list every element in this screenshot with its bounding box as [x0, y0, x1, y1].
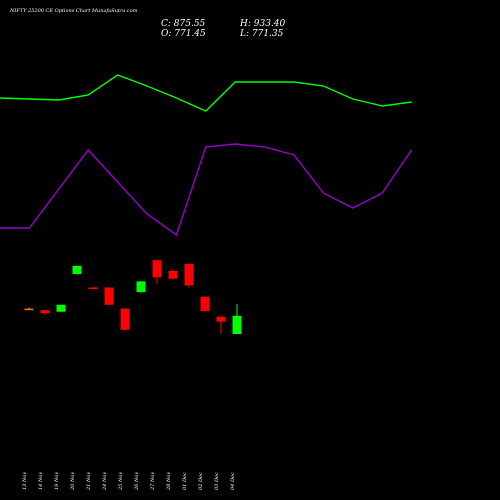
overlay-line-1 — [0, 143, 413, 237]
candle-body — [120, 308, 130, 330]
high-value: H: 933.40 — [240, 19, 286, 29]
candle-body — [40, 310, 50, 314]
x-tick-label: 27 Nov — [150, 472, 156, 491]
low-value: L: 771.35 — [240, 29, 284, 39]
overlay-line-0 — [0, 74, 412, 112]
x-tick-label: 01 Dec — [182, 472, 188, 490]
chart-title: NIFTY 25200 CE Options Chart MunafaSutra… — [10, 8, 138, 14]
x-tick-label: 13 Nov — [22, 472, 28, 490]
x-tick-label: 26 Nov — [134, 472, 140, 491]
open-value: O: 771.45 — [161, 29, 206, 39]
x-tick-label: 25 Nov — [118, 472, 124, 491]
candle-body — [232, 315, 242, 334]
candle-body — [200, 296, 210, 312]
x-tick-label: 03 Dec — [214, 472, 220, 490]
candle-body — [56, 304, 66, 312]
x-tick-label: 20 Nov — [70, 472, 76, 491]
candle-body — [184, 263, 194, 286]
x-tick-label: 28 Nov — [166, 472, 172, 491]
x-tick-label: 19 Nov — [54, 472, 60, 490]
x-tick-label: 02 Dec — [198, 472, 204, 490]
candle-body — [24, 308, 34, 311]
candle-body — [72, 265, 82, 274]
candle-body — [152, 260, 162, 278]
x-tick-label: 21 Nov — [86, 472, 92, 491]
candle-body — [104, 287, 114, 305]
x-tick-label: 04 Dec — [230, 472, 236, 490]
close-value: C: 875.55 — [161, 19, 206, 29]
x-tick-label: 14 Nov — [38, 472, 44, 490]
candle-body — [136, 281, 146, 293]
x-tick-label: 24 Nov — [102, 472, 108, 491]
candle-body — [216, 316, 226, 322]
candle-body — [168, 271, 178, 279]
candle-body — [88, 287, 98, 290]
